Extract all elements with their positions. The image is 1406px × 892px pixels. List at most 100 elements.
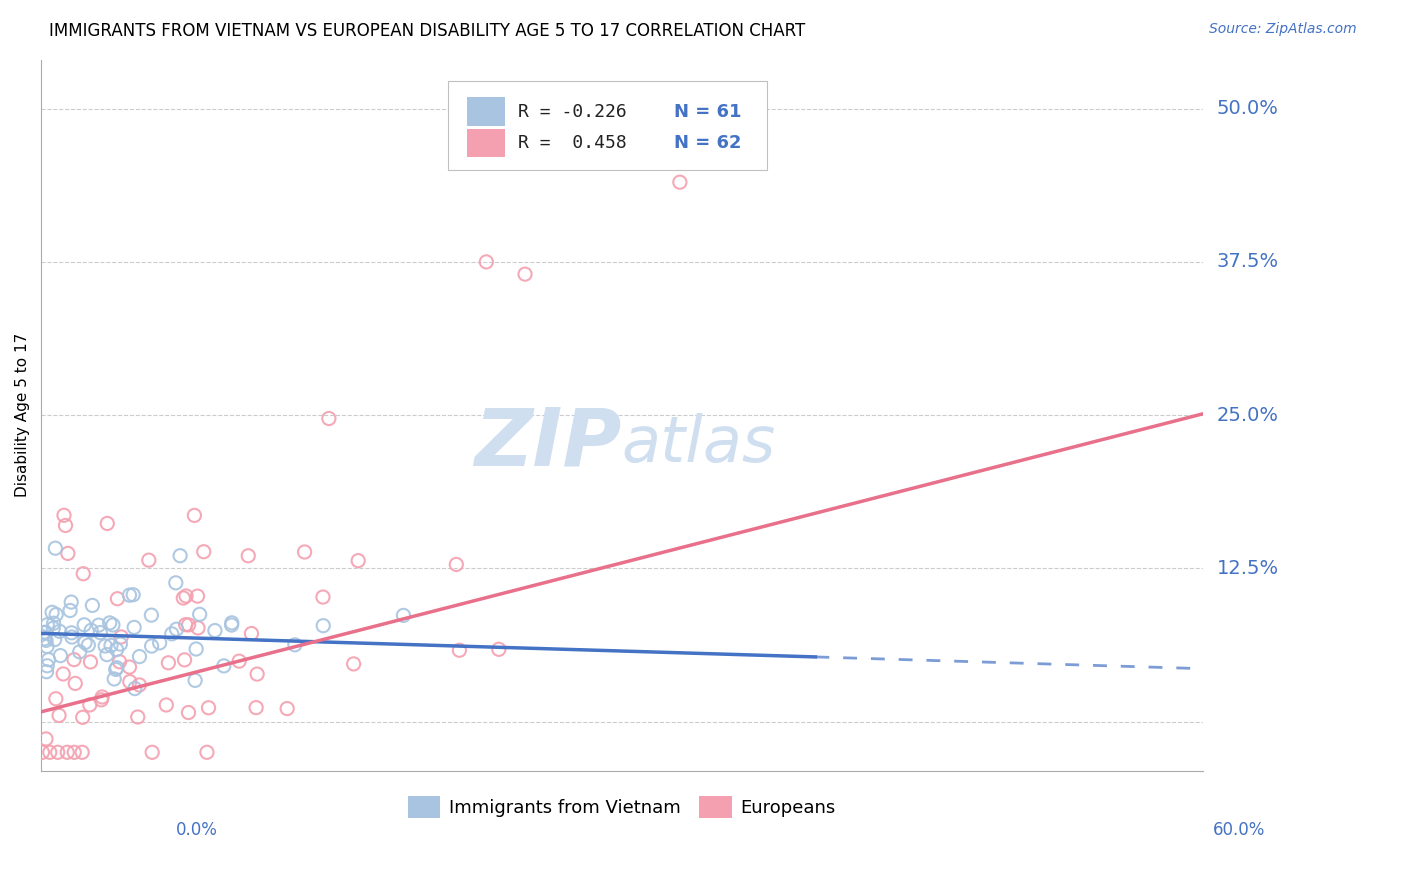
Point bbox=[343, 657, 366, 671]
Point bbox=[240, 626, 263, 640]
Text: Source: ZipAtlas.com: Source: ZipAtlas.com bbox=[1209, 22, 1357, 37]
Point bbox=[475, 255, 498, 269]
Point bbox=[60, 625, 83, 640]
Point bbox=[90, 693, 112, 707]
Point bbox=[35, 731, 58, 746]
Point bbox=[160, 627, 183, 641]
Point bbox=[172, 591, 194, 605]
Point bbox=[392, 608, 415, 623]
Point bbox=[669, 175, 692, 189]
Point bbox=[105, 661, 128, 675]
Point bbox=[72, 710, 94, 724]
Point bbox=[174, 589, 197, 603]
Point bbox=[96, 516, 118, 531]
Point bbox=[197, 700, 219, 714]
Point bbox=[174, 617, 197, 632]
Text: N = 62: N = 62 bbox=[673, 134, 741, 152]
Point bbox=[73, 635, 96, 649]
Point bbox=[38, 745, 60, 759]
Point bbox=[101, 618, 124, 632]
Point bbox=[488, 642, 510, 657]
Text: 0.0%: 0.0% bbox=[176, 821, 218, 838]
Text: 37.5%: 37.5% bbox=[1216, 252, 1278, 271]
Point bbox=[446, 558, 468, 572]
Text: 25.0%: 25.0% bbox=[1216, 406, 1278, 425]
Point bbox=[63, 653, 86, 667]
FancyBboxPatch shape bbox=[467, 128, 505, 157]
Point bbox=[128, 649, 150, 664]
Point bbox=[122, 588, 145, 602]
Point bbox=[312, 590, 335, 604]
Point bbox=[105, 642, 128, 657]
Point bbox=[63, 745, 86, 759]
Point bbox=[35, 640, 58, 654]
Point bbox=[128, 678, 150, 692]
Point bbox=[108, 655, 131, 669]
Point bbox=[37, 658, 59, 673]
Point bbox=[110, 630, 132, 644]
Point bbox=[94, 639, 117, 653]
Point bbox=[60, 595, 83, 609]
Point bbox=[65, 676, 87, 690]
Point bbox=[177, 618, 200, 632]
Point bbox=[49, 648, 72, 663]
Point bbox=[238, 549, 260, 563]
Point bbox=[141, 639, 163, 653]
Point bbox=[73, 617, 96, 632]
Text: ZIP: ZIP bbox=[474, 405, 621, 483]
Point bbox=[77, 638, 100, 652]
Point bbox=[149, 636, 172, 650]
Point bbox=[82, 599, 104, 613]
Point bbox=[124, 681, 146, 696]
Point bbox=[141, 745, 163, 759]
Point bbox=[187, 621, 209, 635]
Point bbox=[513, 267, 536, 281]
Point bbox=[98, 615, 121, 630]
Point bbox=[107, 591, 129, 606]
Point bbox=[35, 633, 58, 648]
Point bbox=[100, 639, 122, 653]
Point bbox=[118, 674, 141, 689]
Point bbox=[228, 654, 250, 668]
Point bbox=[141, 608, 163, 623]
Text: atlas: atlas bbox=[621, 413, 776, 475]
Point bbox=[312, 618, 335, 632]
FancyBboxPatch shape bbox=[467, 97, 505, 126]
Point bbox=[169, 549, 191, 563]
Point bbox=[122, 620, 145, 634]
Point bbox=[347, 554, 370, 568]
Point bbox=[34, 625, 56, 640]
Point bbox=[52, 667, 75, 681]
Point bbox=[53, 508, 76, 523]
Point bbox=[32, 625, 55, 640]
Point bbox=[165, 575, 187, 590]
Point bbox=[212, 658, 235, 673]
Point bbox=[45, 691, 67, 706]
Point bbox=[204, 624, 226, 638]
Point bbox=[184, 673, 207, 688]
Point bbox=[449, 643, 471, 657]
Point bbox=[195, 745, 218, 759]
Point bbox=[72, 566, 94, 581]
Point bbox=[110, 637, 132, 651]
Point bbox=[89, 625, 111, 640]
Legend: Immigrants from Vietnam, Europeans: Immigrants from Vietnam, Europeans bbox=[401, 789, 844, 826]
Point bbox=[188, 607, 211, 622]
Point bbox=[42, 616, 65, 631]
Point bbox=[56, 546, 79, 560]
Point bbox=[246, 667, 269, 681]
Point bbox=[245, 700, 267, 714]
Point bbox=[70, 745, 93, 759]
Point bbox=[59, 603, 82, 617]
Point bbox=[103, 672, 125, 686]
Point bbox=[183, 508, 205, 523]
Point bbox=[48, 708, 70, 723]
Point bbox=[34, 632, 56, 646]
Point bbox=[173, 653, 195, 667]
Point bbox=[56, 745, 79, 759]
Point bbox=[294, 545, 316, 559]
Point bbox=[42, 621, 65, 635]
Point bbox=[79, 655, 101, 669]
Point bbox=[193, 545, 215, 559]
Point bbox=[221, 615, 243, 630]
